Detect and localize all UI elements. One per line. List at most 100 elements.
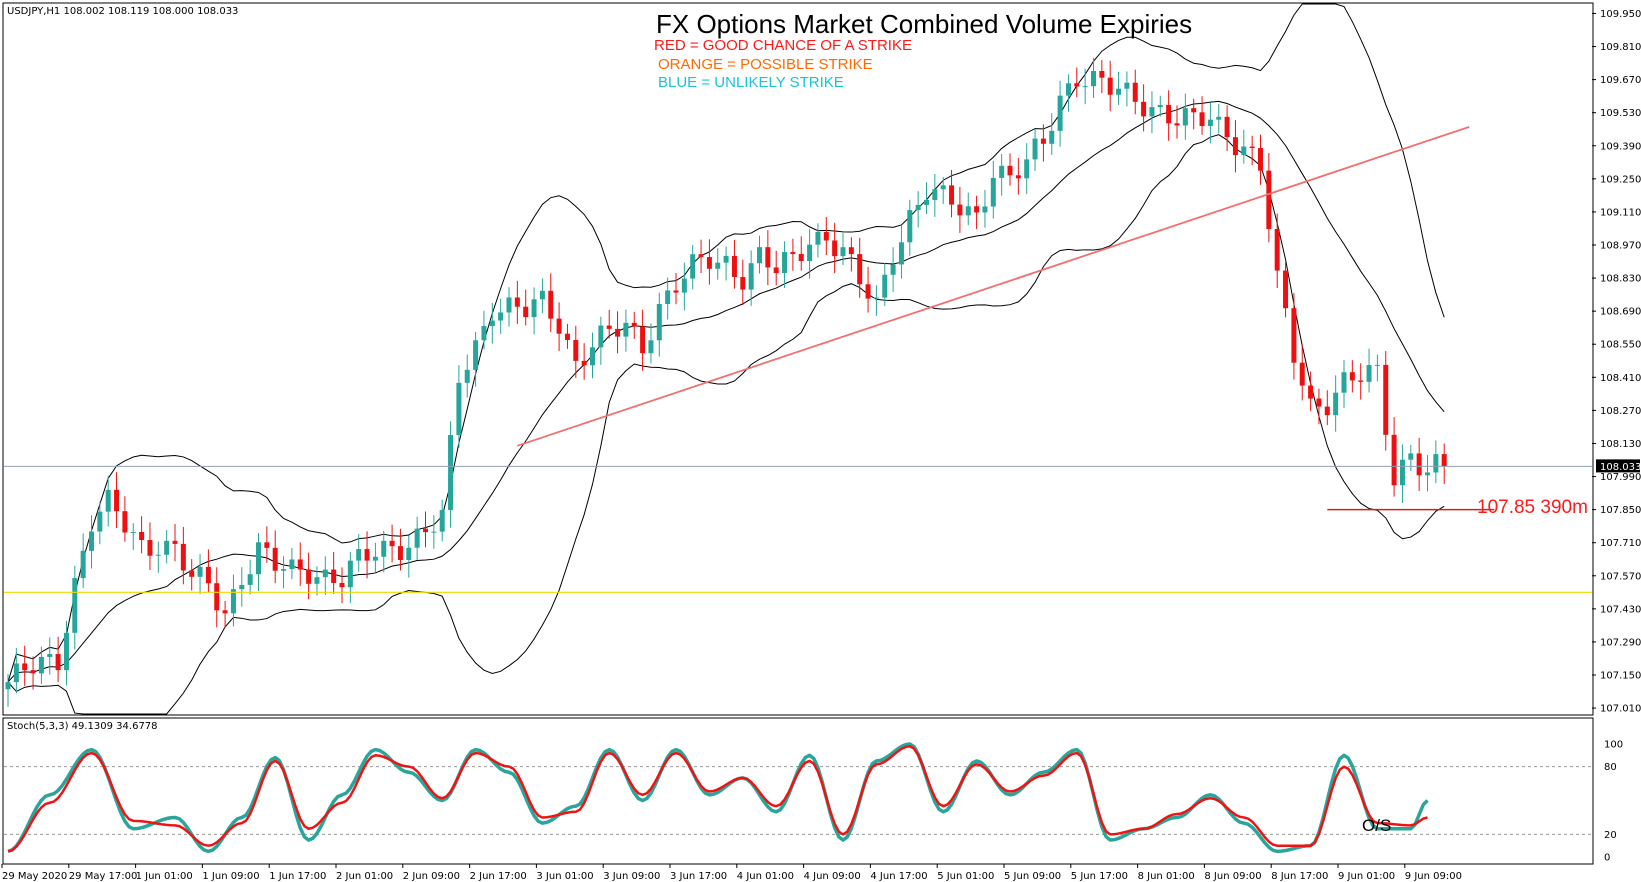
candle	[1241, 129, 1247, 164]
candle-body	[873, 297, 879, 299]
y-tick-label: 109.390	[1600, 141, 1641, 152]
candle	[347, 551, 353, 604]
candle-body	[1283, 270, 1289, 309]
x-tick-label: 9 Jun 09:00	[1405, 871, 1462, 882]
candle-body	[1032, 138, 1038, 160]
candle	[322, 556, 328, 595]
candle	[564, 323, 570, 349]
candle	[840, 233, 846, 266]
x-tick-label: 1 Jun 17:00	[269, 871, 326, 882]
candle-body	[1425, 472, 1430, 476]
candle	[1333, 375, 1339, 432]
candle	[464, 354, 470, 398]
candle-body	[598, 325, 604, 348]
candle-body	[1049, 130, 1055, 144]
candle	[164, 529, 170, 564]
candle	[256, 532, 261, 592]
candle	[1299, 345, 1305, 401]
candle	[331, 551, 337, 594]
candle	[681, 262, 687, 311]
candle-body	[890, 264, 896, 275]
symbol-info: USDJPY,H1 108.002 108.119 108.000 108.03…	[7, 6, 238, 17]
candle	[1283, 261, 1289, 318]
candle-body	[731, 255, 737, 278]
candle	[848, 237, 854, 272]
y-tick-label: 109.670	[1600, 75, 1641, 86]
y-tick-label: 108.970	[1600, 240, 1641, 251]
candle	[1174, 105, 1180, 139]
candle	[1291, 293, 1297, 380]
candle-body	[723, 255, 729, 263]
time-axis[interactable]: 29 May 2020 29 May 17:001 Jun 01:00 1 Jun …	[1, 864, 1462, 882]
candle-body	[1249, 146, 1255, 149]
candle	[1416, 438, 1422, 492]
candle-body	[122, 511, 128, 533]
candle	[439, 499, 445, 542]
candle	[832, 222, 838, 274]
oversold-label: O/S	[1362, 816, 1391, 835]
candle-body	[1166, 104, 1172, 124]
candle	[448, 421, 454, 528]
candle	[1182, 93, 1188, 140]
candle	[1091, 57, 1096, 99]
candle	[1391, 417, 1397, 497]
candle-body	[990, 177, 996, 207]
candle-body	[456, 382, 462, 436]
candle-body	[1308, 385, 1314, 399]
candle-body	[798, 253, 804, 262]
candle-body	[1241, 146, 1247, 156]
candle-body	[765, 247, 771, 268]
y-tick-label: 109.950	[1600, 9, 1641, 20]
candle	[631, 311, 637, 339]
candle	[890, 247, 896, 292]
candle	[1049, 113, 1055, 155]
price-axis[interactable]: 109.950 109.810 109.670 109.530 109.390 109.2…	[1592, 9, 1641, 715]
candle	[456, 365, 462, 448]
chart-title: FX Options Market Combined Volume Expiri…	[656, 9, 1192, 39]
x-tick-label: 29 May 17:00	[69, 871, 138, 882]
candle	[1099, 60, 1105, 94]
candle	[489, 302, 495, 344]
candle-body	[448, 435, 454, 511]
candle-body	[147, 540, 153, 556]
candle-body	[272, 547, 278, 571]
y-tick-label: 108.130	[1600, 439, 1641, 450]
candle	[915, 191, 921, 228]
candle	[990, 160, 996, 219]
candle	[414, 516, 420, 560]
candle-body	[681, 278, 687, 293]
candle	[197, 554, 203, 595]
candle	[615, 311, 621, 354]
candle-body	[1258, 148, 1263, 171]
candle	[473, 331, 479, 387]
candle-body	[1358, 380, 1364, 382]
candle-body	[55, 653, 61, 671]
expiry-label: 107.85 390m	[1477, 497, 1588, 518]
candle-body	[30, 670, 36, 674]
candle	[97, 501, 103, 545]
candle-body	[581, 360, 587, 366]
candle	[798, 236, 804, 271]
candle-body	[1224, 116, 1230, 138]
candle	[1107, 60, 1113, 112]
candle-body	[1116, 88, 1122, 95]
candle	[731, 239, 737, 289]
candle	[30, 656, 36, 690]
candle	[1040, 124, 1046, 162]
candle	[114, 472, 120, 529]
candle-body	[673, 290, 679, 293]
candle-body	[489, 320, 495, 327]
candle	[122, 496, 128, 542]
candle-body	[815, 231, 821, 245]
candle-body	[640, 326, 646, 354]
candle-body	[72, 578, 78, 633]
candle-body	[139, 531, 145, 541]
x-tick-label: 5 Jun 17:00	[1071, 871, 1128, 882]
candle-body	[1099, 71, 1105, 78]
candle	[523, 289, 529, 326]
candle	[865, 266, 871, 313]
candle-body	[247, 574, 253, 585]
y-tick-label: 109.810	[1600, 42, 1641, 53]
candle-body	[1324, 406, 1330, 416]
